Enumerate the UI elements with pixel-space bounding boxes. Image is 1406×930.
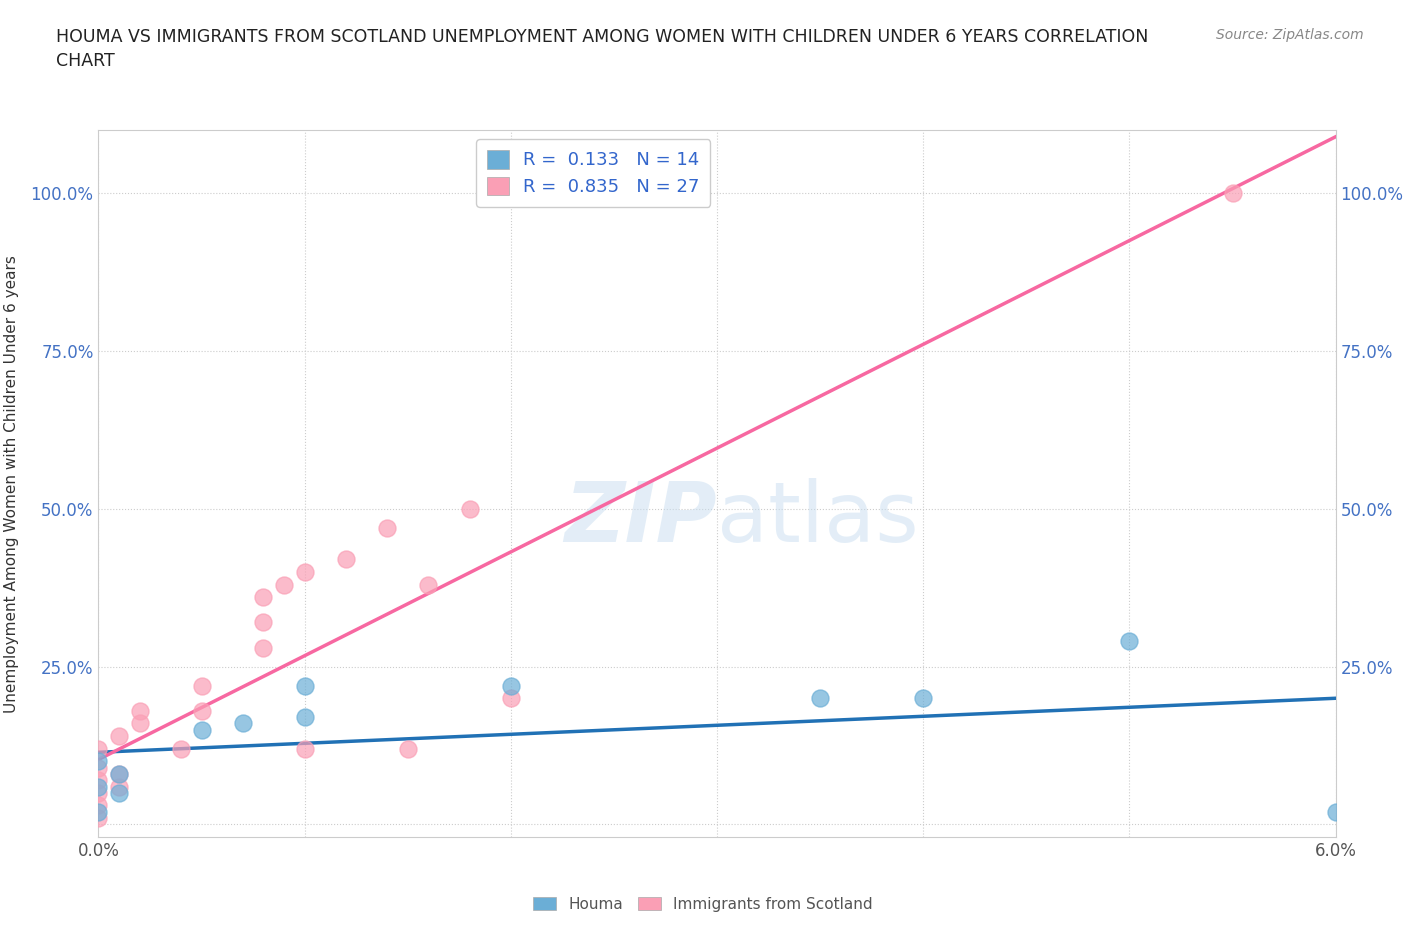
Point [252, 640, 274, 655]
Point [87, 804, 110, 819]
Point [1222, 186, 1244, 201]
Point [1118, 634, 1140, 649]
Point [87, 760, 110, 775]
Point [87, 779, 110, 794]
Text: ZIP: ZIP [564, 478, 717, 560]
Point [273, 578, 295, 592]
Point [808, 691, 831, 706]
Point [912, 691, 935, 706]
Point [252, 590, 274, 604]
Point [87, 798, 110, 813]
Text: atlas: atlas [717, 478, 918, 560]
Text: HOUMA VS IMMIGRANTS FROM SCOTLAND UNEMPLOYMENT AMONG WOMEN WITH CHILDREN UNDER 6: HOUMA VS IMMIGRANTS FROM SCOTLAND UNEMPL… [56, 28, 1149, 70]
Point [499, 691, 522, 706]
Point [190, 703, 212, 718]
Point [87, 785, 110, 800]
Point [252, 615, 274, 630]
Legend: Houma, Immigrants from Scotland: Houma, Immigrants from Scotland [527, 890, 879, 918]
Point [375, 521, 398, 536]
Point [294, 565, 316, 579]
Point [87, 741, 110, 756]
Point [396, 741, 419, 756]
Point [108, 785, 131, 800]
Point [335, 551, 357, 566]
Point [128, 703, 150, 718]
Legend: R =  0.133   N = 14, R =  0.835   N = 27: R = 0.133 N = 14, R = 0.835 N = 27 [477, 140, 710, 206]
Point [87, 811, 110, 826]
Point [87, 773, 110, 788]
Point [108, 766, 131, 781]
Point [170, 741, 193, 756]
Point [458, 501, 481, 516]
Point [418, 578, 440, 592]
Point [294, 741, 316, 756]
Point [294, 678, 316, 693]
Point [108, 779, 131, 794]
Y-axis label: Unemployment Among Women with Children Under 6 years: Unemployment Among Women with Children U… [4, 255, 20, 712]
Point [190, 723, 212, 737]
Point [294, 710, 316, 724]
Text: Source: ZipAtlas.com: Source: ZipAtlas.com [1216, 28, 1364, 42]
Point [190, 678, 212, 693]
Point [108, 766, 131, 781]
Point [1324, 804, 1347, 819]
Point [108, 728, 131, 743]
Point [87, 754, 110, 769]
Point [499, 678, 522, 693]
Point [128, 716, 150, 731]
Point [232, 716, 254, 731]
